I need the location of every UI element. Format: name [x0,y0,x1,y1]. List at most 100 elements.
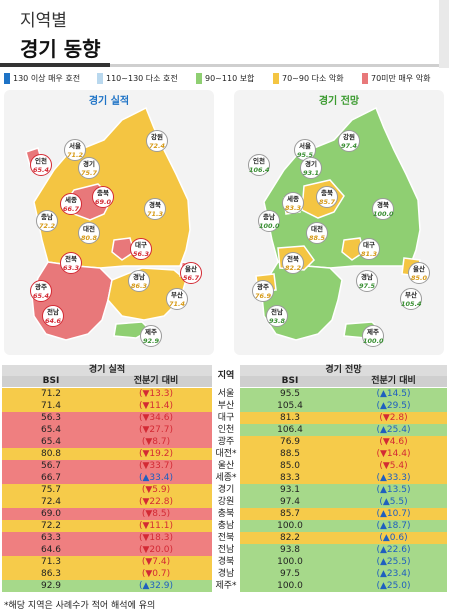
forecast-change-cell: (▲25.0) [340,580,447,592]
actual-change-cell: (▼18.3) [100,532,212,544]
actual-bsi-cell: 66.7 [2,472,100,484]
badge-value: 56.7 [182,274,200,282]
badge-value: 71.4 [168,300,186,308]
actual-bsi-cell: 69.0 [2,508,100,520]
actual-change-cell: (▼0.7) [100,568,212,580]
forecast-bsi-cell: 100.0 [240,556,340,568]
badge-name: 대전 [311,225,323,233]
badge-name: 대구 [363,241,375,249]
forecast-bsi-cell: 93.8 [240,544,340,556]
table-row: 71.3 (▼7.4) 경북 100.0 (▲25.5) [2,556,447,568]
region-badge-jeonbuk: 전북 82.2 [282,252,304,274]
table-row: 72.4 (▼22.8) 강원 97.4 (▲5.5) [2,496,447,508]
table-row: 64.6 (▼20.0) 전남 93.8 (▲22.6) [2,544,447,556]
legend-swatch [97,73,103,84]
badge-name: 서울 [69,142,81,150]
region-badge-seoul: 서울 71.2 [64,139,86,161]
forecast-bsi-cell: 106.4 [240,424,340,436]
badge-name: 전북 [287,255,299,263]
region-badge-sejong: 세종 83.3 [282,192,304,214]
forecast-change-cell: (▼4.6) [340,436,447,448]
region-badge-gwangju: 광주 65.4 [30,280,52,302]
header-forecast-bsi: BSI [240,376,340,387]
forecast-map-title: 경기 전망 [318,96,360,107]
actual-bsi-cell: 80.8 [2,448,100,460]
badge-value: 95.5 [296,151,314,159]
badge-value: 66.7 [62,205,80,213]
badge-value: 100.0 [259,222,280,230]
badge-name: 전남 [271,308,283,316]
legend-item: 130 이상 매우 호전 [4,73,80,85]
table-row: 86.3 (▼0.7) 경남 97.5 (▲23.4) [2,568,447,580]
region-badge-incheon: 인천 65.4 [30,154,52,176]
badge-value: 65.4 [32,166,50,174]
region-badge-incheon: 인천 106.4 [248,154,270,176]
forecast-change-cell: (▲25.4) [340,424,447,436]
forecast-bsi-cell: 97.5 [240,568,340,580]
actual-bsi-cell: 92.9 [2,580,100,592]
region-badge-jeju: 제주 92.9 [140,325,162,347]
map-region-north [33,106,191,269]
badge-value: 72.2 [38,222,56,230]
region-badge-gyeonggi: 경기 93.1 [300,157,322,179]
badge-name: 경남 [361,273,373,281]
badge-name: 경북 [149,201,161,209]
badge-value: 106.4 [249,166,270,174]
region-badge-chungbuk: 충북 85.7 [316,186,338,208]
forecast-bsi-cell: 85.0 [240,460,340,472]
forecast-bsi-cell: 95.5 [240,388,340,400]
table-row: 66.7 (▲33.4) 세종* 83.3 (▲33.3) [2,472,447,484]
badge-value: 65.4 [32,292,50,300]
region-cell: 울산 [212,460,240,472]
badge-value: 76.9 [254,292,272,300]
table-row: 71.4 (▼11.4) 부산 105.4 (▲29.5) [2,400,447,412]
region-cell: 전북 [212,532,240,544]
actual-change-cell: (▼22.8) [100,496,212,508]
badge-name: 광주 [257,283,269,291]
region-badge-chungbuk: 충북 69.0 [92,186,114,208]
badge-value: 88.5 [308,234,326,242]
legend: 130 이상 매우 호전 110~130 다소 호전 90~110 보합 70~… [0,70,449,88]
badge-name: 인천 [253,157,265,165]
actual-change-cell: (▼33.7) [100,460,212,472]
forecast-change-cell: (▲23.4) [340,568,447,580]
page-title: 경기 동향 [20,37,101,61]
forecast-change-cell: (▲13.5) [340,484,447,496]
header-divider [0,64,449,67]
actual-bsi-cell: 72.4 [2,496,100,508]
legend-swatch [4,73,10,84]
actual-bsi-cell: 72.2 [2,520,100,532]
region-cell: 경북 [212,556,240,568]
table-row: 75.7 (▼5.9) 경기 93.1 (▲13.5) [2,484,447,496]
actual-bsi-cell: 56.7 [2,460,100,472]
actual-change-cell: (▼34.6) [100,412,212,424]
actual-change-cell: (▼20.0) [100,544,212,556]
region-badge-gyeonggi: 경기 75.7 [78,157,100,179]
legend-swatch [362,73,368,84]
badge-value: 93.8 [268,317,286,325]
badge-name: 경남 [133,273,145,281]
badge-name: 충남 [263,213,275,221]
region-cell: 인천 [212,424,240,436]
legend-swatch [196,73,202,84]
forecast-bsi-cell: 85.7 [240,508,340,520]
region-badge-daegu: 대구 81.3 [358,238,380,260]
badge-value: 64.6 [44,317,62,325]
region-badge-busan: 부산 105.4 [400,288,422,310]
region-badge-gangwon: 강원 97.4 [338,130,360,152]
region-cell: 강원 [212,496,240,508]
region-badge-sejong: 세종 66.7 [60,193,82,215]
badge-value: 85.7 [318,198,336,206]
header-actual-group: 경기 실적 [2,365,212,376]
table-column-header: BSI 전분기 대비 BSI 전분기 대비 [2,376,447,387]
badge-name: 강원 [343,133,355,141]
forecast-change-cell: (▲33.3) [340,472,447,484]
table-group-header: 경기 실적 지역 경기 전망 [2,365,447,387]
region-badge-ulsan: 울산 56.7 [180,262,202,284]
region-badge-jeonnam: 전남 93.8 [266,305,288,327]
region-badge-gyeongnam: 경남 86.3 [128,270,150,292]
forecast-bsi-cell: 100.0 [240,580,340,592]
forecast-change-cell: (▲25.5) [340,556,447,568]
forecast-bsi-cell: 82.2 [240,532,340,544]
actual-bsi-cell: 56.3 [2,412,100,424]
